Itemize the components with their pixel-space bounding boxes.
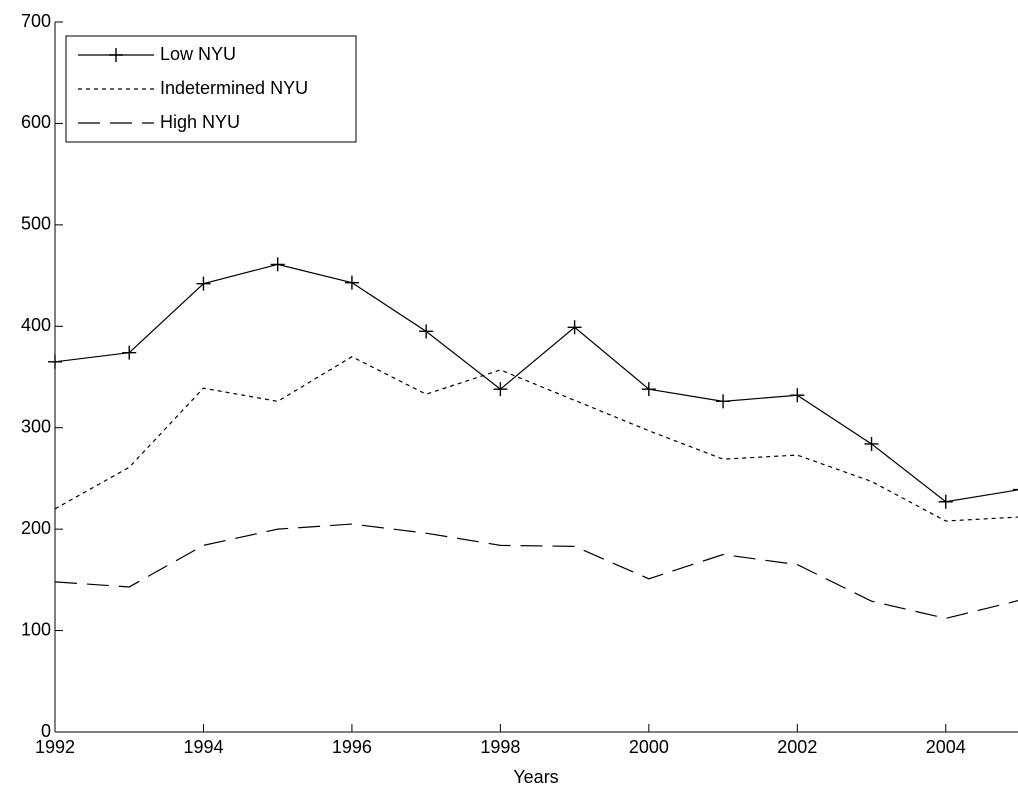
x-tick-label: 2000 — [629, 737, 669, 757]
point-marker — [641, 382, 656, 397]
series-line — [54, 263, 1018, 503]
y-tick-label: 600 — [21, 112, 51, 132]
y-tick-label: 400 — [21, 315, 51, 335]
point-marker — [196, 276, 211, 291]
y-tick-label: 200 — [21, 518, 51, 538]
y-tick-label: 500 — [21, 214, 51, 234]
x-axis-label: Years — [513, 767, 558, 787]
point-marker — [790, 388, 805, 403]
x-tick-label: 1992 — [35, 737, 75, 757]
series-line — [54, 523, 1018, 620]
x-tick-label: 1998 — [480, 737, 520, 757]
legend-label: Low NYU — [160, 44, 236, 64]
point-marker — [864, 436, 879, 451]
legend-label: Indetermined NYU — [160, 78, 308, 98]
x-tick-label: 2004 — [926, 737, 966, 757]
x-tick-label: 1994 — [183, 737, 223, 757]
y-tick-label: 300 — [21, 416, 51, 436]
point-marker — [419, 324, 434, 339]
y-tick-label: 700 — [21, 11, 51, 31]
point-marker — [48, 354, 62, 369]
point-marker — [122, 345, 137, 360]
y-tick-label: 100 — [21, 619, 51, 639]
point-marker — [270, 257, 285, 272]
x-tick-label: 1996 — [332, 737, 372, 757]
x-tick-label: 2002 — [777, 737, 817, 757]
legend-label: High NYU — [160, 112, 240, 132]
y-tick-label: 0 — [41, 721, 51, 741]
point-marker — [938, 494, 953, 509]
point-marker — [344, 275, 359, 290]
legend-box — [65, 35, 357, 143]
point-marker — [1013, 488, 1018, 491]
point-marker — [716, 394, 731, 409]
legend-marker — [109, 48, 123, 62]
series-line — [54, 356, 1018, 522]
legend: Low NYU Indetermined NYU High NYU — [65, 35, 357, 143]
point-marker — [567, 320, 582, 335]
point-marker — [493, 382, 508, 397]
